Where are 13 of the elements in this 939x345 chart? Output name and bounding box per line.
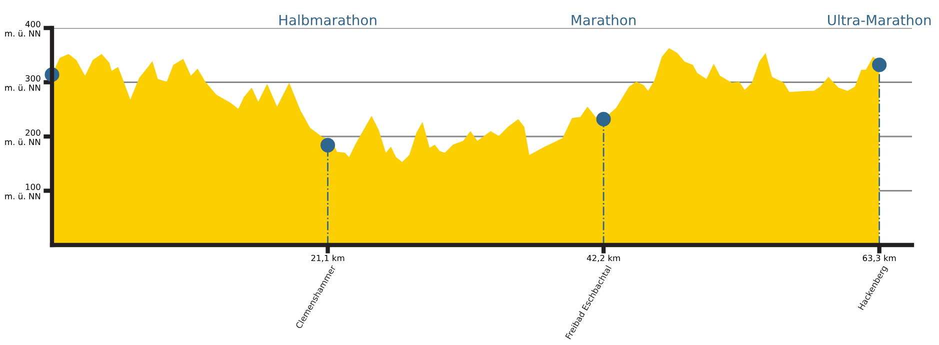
point [320,138,336,152]
text: Halbmarathon [279,14,376,26]
x-tick-label: 42,2 km [586,254,620,262]
point [872,58,887,72]
y-tick-label: 200 m. ü. NN [5,129,40,146]
y-tick-label: 300 m. ü. NN [5,75,40,91]
text: Marathon [572,14,636,26]
y-tick-label: 100 m. ü. NN [5,184,40,200]
x-tick-label: 21,1 km [311,254,344,262]
y-tick-label: 400 m. ü. NN [5,20,40,37]
point [596,112,611,126]
text: Ultra-Marathon [828,14,931,26]
x-tick-label: 63,3 km [862,254,896,262]
